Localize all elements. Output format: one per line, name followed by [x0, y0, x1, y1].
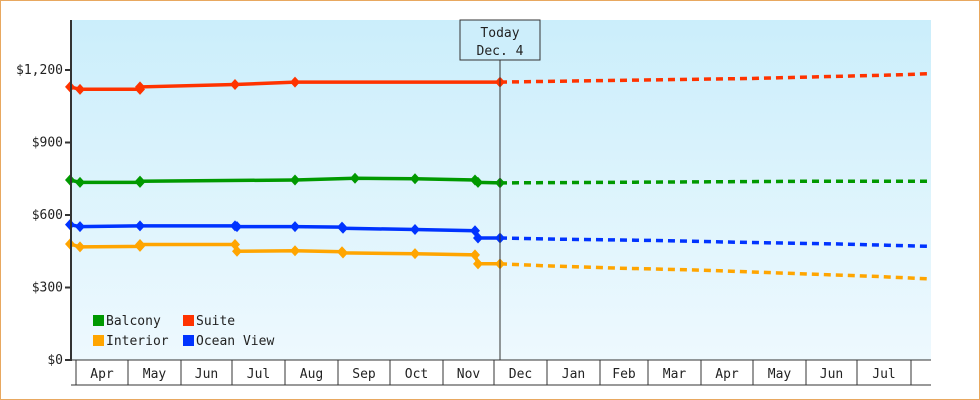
x-tick-label: May — [768, 367, 792, 382]
legend-swatch-icon — [93, 335, 104, 346]
legend-item-interior[interactable]: Interior — [93, 334, 169, 349]
data-point-marker[interactable] — [410, 224, 420, 235]
x-tick-label: Jan — [562, 367, 585, 382]
x-tick-label: Jun — [195, 367, 218, 382]
legend-swatch-icon — [183, 315, 194, 326]
data-point-marker[interactable] — [75, 176, 85, 188]
data-point-marker[interactable] — [135, 175, 145, 187]
ocean-view-forecast-line — [499, 236, 932, 249]
series-layer — [65, 71, 932, 281]
series-suite — [65, 71, 932, 95]
data-point-marker[interactable] — [290, 76, 300, 88]
legend-label: Balcony — [106, 314, 161, 329]
legend-item-balcony[interactable]: Balcony — [93, 314, 161, 329]
data-point-marker[interactable] — [135, 238, 145, 250]
data-point-marker[interactable] — [470, 249, 480, 261]
legend-label: Suite — [196, 314, 235, 329]
series-interior — [65, 238, 932, 281]
y-tick-label: $1,200 — [16, 63, 63, 78]
today-label: Today — [480, 26, 519, 41]
data-point-marker[interactable] — [232, 221, 242, 233]
x-tick-label: Sep — [352, 367, 376, 382]
legend-label: Ocean View — [196, 334, 274, 349]
legend: Balcony Suite Interior Ocean View — [93, 314, 274, 349]
x-tick-label: Jul — [247, 367, 270, 382]
today-date: Dec. 4 — [477, 44, 524, 59]
data-point-marker[interactable] — [290, 221, 300, 233]
today-marker: Today Dec. 4 — [459, 19, 541, 360]
x-tick-label: Nov — [457, 367, 481, 382]
data-point-marker[interactable] — [338, 247, 348, 259]
data-point-marker[interactable] — [410, 173, 420, 185]
x-tick-label: May — [143, 367, 167, 382]
data-point-marker[interactable] — [473, 232, 483, 244]
x-tick-label: Jun — [820, 367, 843, 382]
x-tick-label: Dec — [509, 367, 532, 382]
axes: $0 $300 $600 $900 $1,200 Apr May Jun Jul Aug Sep Oc… — [16, 20, 931, 386]
x-tick-label: Aug — [300, 367, 323, 382]
x-tick-label: Apr — [715, 367, 739, 382]
data-point-marker[interactable] — [135, 81, 145, 93]
legend-swatch-icon — [183, 335, 194, 346]
legend-label: Interior — [106, 334, 169, 349]
legend-item-suite[interactable]: Suite — [183, 314, 235, 329]
data-point-marker[interactable] — [410, 248, 420, 260]
plot-area — [71, 20, 931, 360]
series-ocean-view — [65, 219, 932, 249]
data-point-marker[interactable] — [290, 174, 300, 186]
x-tick-label: Feb — [612, 367, 636, 382]
suite-forecast-line — [499, 71, 932, 84]
legend-swatch-icon — [93, 315, 104, 326]
series-balcony — [65, 172, 931, 189]
y-tick-label: $300 — [32, 281, 63, 296]
data-point-marker[interactable] — [338, 222, 348, 234]
x-tick-label: Oct — [405, 367, 428, 382]
data-point-marker[interactable] — [350, 172, 360, 184]
y-tick-label: $0 — [47, 353, 63, 368]
data-point-marker[interactable] — [232, 245, 242, 257]
data-point-marker[interactable] — [75, 241, 85, 253]
x-tick-label: Apr — [90, 367, 114, 382]
balcony-forecast-line — [499, 179, 931, 185]
x-tick-label: Jul — [872, 367, 895, 382]
data-point-marker[interactable] — [135, 220, 145, 232]
data-point-marker[interactable] — [75, 83, 85, 95]
data-point-marker[interactable] — [473, 176, 483, 188]
data-point-marker[interactable] — [473, 258, 483, 270]
data-point-marker[interactable] — [75, 221, 85, 233]
data-point-marker[interactable] — [230, 79, 240, 90]
legend-item-ocean-view[interactable]: Ocean View — [183, 334, 274, 349]
today-label-box — [459, 19, 541, 61]
data-point-marker[interactable] — [290, 245, 300, 257]
x-tick-label: Mar — [663, 367, 687, 382]
y-tick-label: $900 — [32, 136, 63, 151]
y-tick-label: $600 — [32, 208, 63, 223]
